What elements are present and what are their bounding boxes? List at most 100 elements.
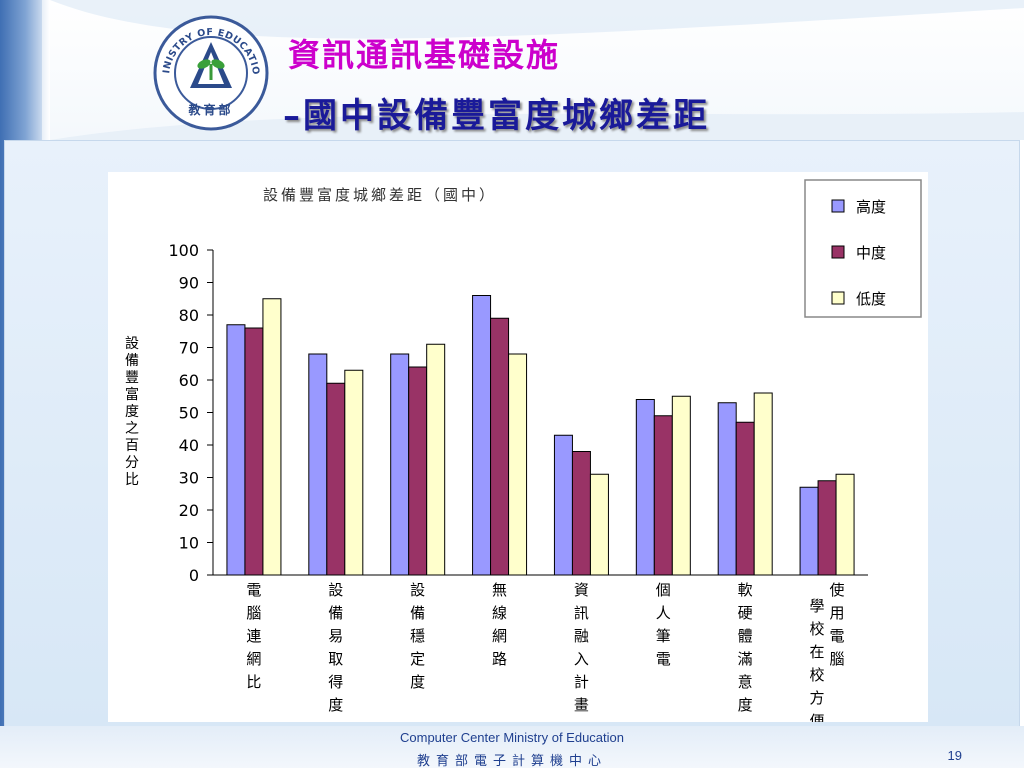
bar-中度-4 bbox=[571, 451, 591, 576]
x-tick-label-char: 便 bbox=[810, 712, 825, 722]
footer-band bbox=[0, 726, 1024, 768]
bar-低度-1 bbox=[344, 369, 364, 576]
x-axis-labels: 電腦連網比設備易取得度設備穩定度無線網路資訊融入計畫個人筆電軟硬體滿意度學校在校… bbox=[246, 581, 844, 722]
legend-swatch bbox=[831, 199, 845, 213]
x-tick-label-char: 備 bbox=[410, 604, 425, 622]
x-tick-label-char: 得 bbox=[328, 673, 343, 691]
legend-swatch bbox=[831, 245, 845, 259]
x-tick-label-char: 度 bbox=[328, 696, 343, 714]
y-tick-label: 100 bbox=[168, 241, 199, 260]
x-tick-label-char: 使 bbox=[830, 581, 845, 599]
x-tick-label-char: 訊 bbox=[574, 604, 589, 622]
bar-series bbox=[226, 295, 855, 576]
slide-title: 資訊通訊基礎設施 bbox=[288, 36, 561, 74]
x-tick-label-char: 電 bbox=[830, 627, 845, 645]
legend-label: 中度 bbox=[856, 244, 886, 262]
legend-label: 高度 bbox=[856, 198, 886, 216]
y-tick-label: 80 bbox=[179, 306, 199, 325]
x-tick-label-char: 定 bbox=[410, 650, 425, 668]
bar-中度-1 bbox=[326, 382, 346, 576]
bar-低度-3 bbox=[508, 353, 528, 576]
x-tick-label-char: 融 bbox=[574, 627, 589, 645]
x-tick-label-char: 計 bbox=[574, 673, 589, 691]
x-tick-label-char: 網 bbox=[246, 650, 261, 668]
legend-box bbox=[804, 179, 922, 318]
x-tick-label-char: 無 bbox=[492, 581, 507, 599]
y-axis-label-char: 設 bbox=[125, 336, 139, 352]
y-axis-label-char: 豐 bbox=[125, 370, 139, 386]
x-tick-label-char: 電 bbox=[656, 650, 671, 668]
slide-subtitle: –國中設備豐富度城鄉差距 bbox=[283, 96, 710, 136]
x-tick-label-char: 連 bbox=[246, 627, 261, 645]
footer-organization: Computer Center Ministry of Education bbox=[400, 730, 624, 745]
x-tick-label-char: 穩 bbox=[410, 627, 425, 645]
y-axis-label-char: 度 bbox=[125, 404, 139, 420]
x-tick-label-char: 畫 bbox=[574, 696, 589, 714]
y-tick-label: 30 bbox=[179, 469, 199, 488]
bar-高度-6 bbox=[717, 402, 737, 576]
bar-中度-5 bbox=[653, 415, 673, 576]
y-axis-label-char: 富 bbox=[125, 386, 139, 403]
y-axis-label-char: 分 bbox=[125, 455, 139, 471]
ministry-logo: MINISTRY OF EDUCATION 教育部 bbox=[152, 14, 269, 131]
x-tick-label-char: 資 bbox=[574, 581, 589, 599]
bar-低度-0 bbox=[262, 298, 282, 576]
x-tick-label-char: 體 bbox=[738, 627, 753, 645]
x-tick-label-char: 意 bbox=[738, 673, 753, 691]
y-tick-label: 10 bbox=[179, 534, 199, 553]
x-tick-label-char: 用 bbox=[830, 604, 845, 622]
x-tick-label-char: 入 bbox=[574, 650, 589, 668]
x-tick-label-char: 電 bbox=[246, 581, 261, 599]
x-tick-label-char: 硬 bbox=[738, 604, 753, 622]
y-tick-label: 90 bbox=[179, 274, 199, 293]
y-tick-label: 70 bbox=[179, 339, 199, 358]
bar-中度-2 bbox=[408, 366, 428, 576]
x-tick-label-char: 滿 bbox=[738, 650, 753, 668]
bar-低度-7 bbox=[835, 473, 855, 576]
x-tick-label-char: 腦 bbox=[830, 650, 845, 668]
x-tick-label-char: 網 bbox=[492, 627, 507, 645]
x-tick-label-char: 筆 bbox=[656, 627, 671, 645]
logo-cn-text: 教育部 bbox=[187, 102, 233, 117]
bar-中度-0 bbox=[244, 327, 264, 576]
y-tick-label: 40 bbox=[179, 436, 199, 455]
y-axis-label-char: 之 bbox=[125, 421, 139, 437]
chart-title: 設備豐富度城鄉差距（國中） bbox=[263, 186, 497, 204]
legend-swatch bbox=[831, 291, 845, 305]
x-tick-label-char: 設 bbox=[328, 581, 343, 599]
x-tick-label-char: 備 bbox=[328, 604, 343, 622]
x-tick-label-char: 校 bbox=[810, 620, 825, 638]
x-tick-label-char: 方 bbox=[810, 689, 825, 707]
y-axis-label-char: 比 bbox=[125, 472, 139, 488]
y-tick-label: 20 bbox=[179, 501, 199, 520]
x-tick-label-char: 線 bbox=[492, 604, 507, 622]
x-tick-label-char: 取 bbox=[328, 650, 343, 668]
bar-高度-7 bbox=[799, 486, 819, 576]
bar-低度-5 bbox=[671, 395, 691, 576]
legend-label: 低度 bbox=[856, 290, 886, 308]
x-tick-label-char: 軟 bbox=[738, 581, 753, 599]
x-tick-label-char: 學 bbox=[810, 597, 825, 615]
x-tick-label-char: 度 bbox=[738, 696, 753, 714]
bar-低度-4 bbox=[589, 473, 609, 576]
y-tick-label: 0 bbox=[189, 566, 199, 585]
bar-高度-4 bbox=[553, 434, 573, 576]
x-tick-label-char: 校 bbox=[810, 666, 825, 684]
x-tick-label-char: 路 bbox=[492, 650, 507, 668]
x-tick-label-char: 在 bbox=[810, 643, 825, 661]
x-tick-label-char: 度 bbox=[410, 673, 425, 691]
bar-中度-7 bbox=[817, 480, 837, 576]
footer-organization-cn: 教育部電子計算機中心 bbox=[416, 754, 607, 769]
y-tick-label: 60 bbox=[179, 371, 199, 390]
bar-中度-6 bbox=[735, 421, 755, 576]
x-tick-label-char: 腦 bbox=[246, 604, 261, 622]
header-swoosh bbox=[50, 0, 1024, 140]
x-tick-label-char: 設 bbox=[410, 581, 425, 599]
bar-高度-1 bbox=[308, 353, 328, 576]
bar-高度-0 bbox=[226, 324, 246, 576]
bar-中度-3 bbox=[490, 317, 510, 576]
x-tick-label-char: 比 bbox=[246, 673, 261, 691]
bar-高度-3 bbox=[472, 295, 492, 576]
